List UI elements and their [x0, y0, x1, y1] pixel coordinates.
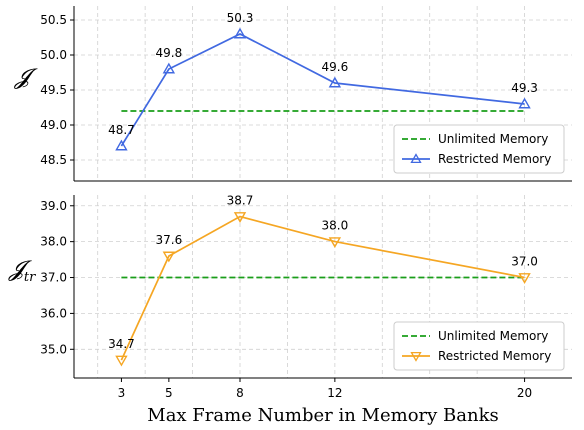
data-point-marker: [162, 62, 176, 74]
legend-label: Unlimited Memory: [438, 329, 548, 343]
y-tick-label: 36.0: [40, 306, 67, 320]
bottom-panel: 35.0 36.0 37.0 38.0 39.0 𝓙tr 34.7 37.6 38.7 38.0 3…: [8, 194, 572, 379]
data-label: 50.3: [227, 11, 254, 25]
legend-label: Unlimited Memory: [438, 132, 548, 146]
y-tick-label: 49.0: [40, 118, 67, 132]
data-point-marker: [115, 355, 128, 367]
y-tick-label: 50.0: [40, 48, 67, 62]
data-label: 38.7: [227, 194, 254, 208]
data-label: 49.6: [321, 60, 348, 74]
data-point-marker: [115, 139, 128, 151]
y-tick-label: 35.0: [40, 342, 67, 356]
x-axis-label: Max Frame Number in Memory Banks: [147, 405, 498, 426]
x-tick-label: 12: [327, 386, 342, 400]
x-tick-label: 20: [517, 386, 532, 400]
data-label: 37.6: [155, 233, 182, 247]
legend-label: Restricted Memory: [438, 152, 551, 166]
data-label: 49.3: [511, 81, 538, 95]
y-axis-label-subscript: tr: [24, 270, 36, 285]
legend: Unlimited Memory Restricted Memory: [393, 124, 565, 174]
y-tick-label: 39.0: [40, 199, 67, 213]
x-tick-label: 5: [165, 386, 173, 400]
y-tick-label: 48.5: [40, 153, 67, 167]
data-label: 48.7: [108, 123, 135, 137]
data-point-marker: [233, 212, 247, 223]
data-point-marker: [518, 97, 531, 109]
legend-swatch-marker: [410, 351, 422, 362]
data-point-marker: [328, 237, 342, 249]
legend-box: [393, 124, 565, 174]
data-point-marker: [518, 273, 531, 284]
legend-box: [393, 321, 565, 371]
legend-label: Restricted Memory: [438, 349, 551, 363]
data-point-marker: [162, 251, 176, 263]
y-tick-label: 38.0: [40, 235, 67, 249]
y-axis-label: 𝓙tr: [8, 257, 36, 285]
legend: Unlimited Memory Restricted Memory: [393, 321, 565, 371]
y-tick-label: 50.5: [40, 13, 67, 27]
data-label: 34.7: [108, 337, 135, 351]
data-point-marker: [233, 27, 247, 39]
shared-x-axis: 3 5 8 12 20: [118, 378, 532, 400]
y-axis-label: 𝓙: [13, 65, 38, 90]
data-label: 37.0: [511, 255, 538, 269]
top-panel: 48.5 49.0 49.5 50.0 50.5 𝓙 48.7 49.8 50.3 49.6 49.…: [13, 6, 572, 182]
y-tick-label: 37.0: [40, 271, 67, 285]
data-label: 38.0: [321, 219, 348, 233]
data-label: 49.8: [155, 46, 182, 60]
data-point-marker: [328, 76, 342, 88]
x-tick-label: 8: [236, 386, 244, 400]
series-line-restricted-memory: [120, 33, 525, 147]
y-tick-label: 49.5: [40, 83, 67, 97]
series-line-restricted-memory: [120, 215, 525, 361]
legend-swatch-marker: [410, 153, 422, 164]
x-tick-label: 3: [118, 386, 126, 400]
